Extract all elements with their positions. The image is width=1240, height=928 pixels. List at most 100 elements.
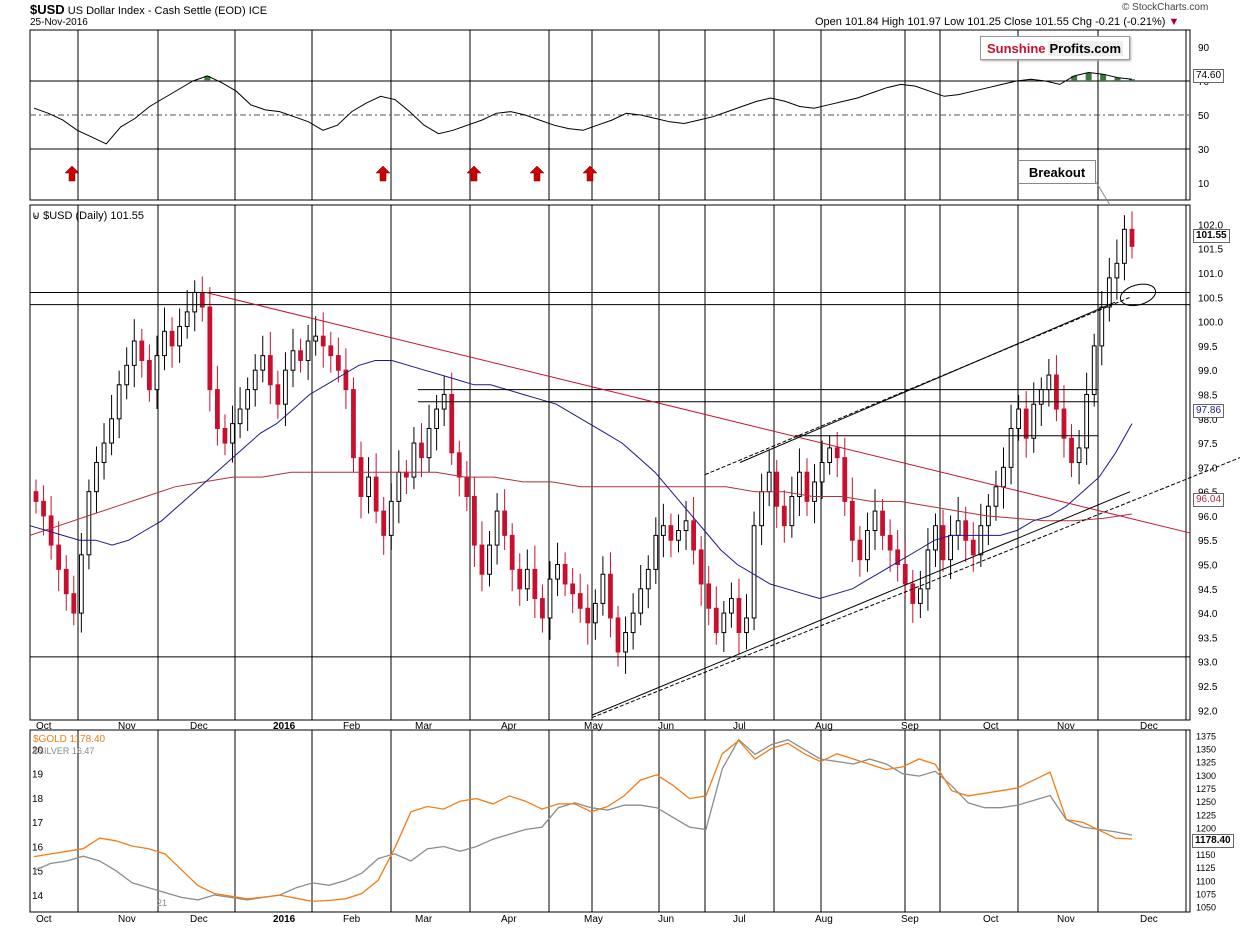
candle-body bbox=[751, 525, 757, 619]
candle-body bbox=[608, 573, 613, 619]
price-panel-title-text: $USD (Daily) 101.55 bbox=[43, 210, 144, 222]
metals-x-tick: Dec bbox=[190, 914, 208, 925]
price-panel-title: ⊌ $USD (Daily) 101.55 bbox=[32, 209, 144, 222]
candle-body bbox=[373, 476, 379, 512]
candle-body bbox=[766, 471, 772, 493]
gold-y-tick: 1200 bbox=[1196, 824, 1216, 834]
gold-y-tick: 1075 bbox=[1196, 890, 1216, 900]
metals-x-tick: Oct bbox=[36, 914, 52, 925]
panel-frame-3 bbox=[29, 729, 1191, 913]
candle-body bbox=[267, 355, 273, 386]
metals-x-tick: Nov bbox=[118, 914, 136, 925]
price-y-tick: 97.5 bbox=[1198, 439, 1218, 450]
candle-body bbox=[555, 564, 560, 580]
price-x-tick: Apr bbox=[501, 721, 517, 732]
silver-y-tick: 20 bbox=[32, 745, 44, 756]
metals-x-tick: Sep bbox=[901, 914, 919, 925]
candle-body bbox=[1076, 447, 1082, 464]
price-y-tick: 95.0 bbox=[1198, 561, 1218, 572]
candle-body bbox=[1069, 437, 1074, 464]
breakout-circle bbox=[1119, 283, 1157, 307]
candle-body bbox=[215, 389, 220, 429]
candle-body bbox=[1008, 427, 1014, 468]
silver-legend-text: $SILVER 16.47 bbox=[33, 746, 95, 756]
exchange-label: ICE bbox=[248, 5, 268, 17]
gold-y-tick: 1275 bbox=[1196, 784, 1216, 794]
candle-body bbox=[865, 530, 870, 561]
candle-body bbox=[33, 491, 39, 502]
candle-body bbox=[895, 549, 901, 566]
candle-body bbox=[842, 457, 848, 502]
candle-body bbox=[94, 462, 99, 493]
silver-stray-label: 21 bbox=[157, 898, 168, 908]
price-x-tick: Nov bbox=[118, 721, 136, 732]
metals-x-tick: Aug bbox=[815, 914, 833, 925]
price-y-tick: 93.5 bbox=[1198, 633, 1218, 644]
candle-body bbox=[517, 568, 523, 590]
candle-body bbox=[290, 350, 296, 371]
metals-x-tick: Oct bbox=[983, 914, 999, 925]
candle-body bbox=[623, 632, 628, 653]
price-y-tick: 100.0 bbox=[1198, 318, 1223, 329]
price-x-tick: Oct bbox=[36, 721, 52, 732]
price-x-tick: Sep bbox=[901, 721, 919, 732]
silver-y-tick: 15 bbox=[32, 867, 44, 878]
candle-body bbox=[547, 578, 553, 619]
candle-body bbox=[691, 520, 696, 551]
candle-body bbox=[494, 510, 500, 546]
rising-support-line bbox=[591, 491, 1131, 716]
candle-body bbox=[222, 427, 228, 444]
price-x-tick: Nov bbox=[1057, 721, 1075, 732]
candle-body bbox=[1129, 228, 1135, 247]
candle-body bbox=[124, 364, 130, 386]
candle-body bbox=[524, 568, 530, 590]
candle-body bbox=[910, 583, 916, 604]
price-y-tick: 95.5 bbox=[1198, 536, 1218, 547]
oversold-arrow-icon bbox=[466, 165, 482, 182]
candle-body bbox=[464, 476, 470, 498]
candle-body bbox=[487, 544, 492, 575]
silver-y-tick: 19 bbox=[32, 770, 44, 781]
candle-body bbox=[1091, 345, 1097, 395]
oversold-arrow-icon bbox=[375, 165, 391, 182]
candle-body bbox=[917, 588, 923, 604]
candle-body bbox=[419, 442, 424, 459]
candle-body bbox=[630, 612, 636, 634]
candle-body bbox=[789, 496, 795, 527]
last-price-tag: 101.55 bbox=[1193, 229, 1230, 243]
candle-body bbox=[381, 510, 387, 536]
gold-y-tick: 1150 bbox=[1196, 850, 1215, 860]
candle-body bbox=[1114, 262, 1120, 279]
candle-body bbox=[925, 549, 931, 590]
candle-body bbox=[615, 617, 621, 653]
price-y-tick: 99.5 bbox=[1198, 342, 1218, 353]
candle-body bbox=[411, 442, 417, 478]
line-icon: ⊌ bbox=[32, 210, 41, 222]
ohlc-values: Open 101.84 High 101.97 Low 101.25 Close… bbox=[815, 16, 1166, 28]
candle-body bbox=[857, 539, 863, 561]
candle-body bbox=[426, 427, 432, 459]
candle-body bbox=[759, 491, 765, 527]
candle-body bbox=[298, 350, 303, 361]
candle-body bbox=[162, 330, 167, 357]
price-y-tick: 97.0 bbox=[1198, 463, 1218, 474]
candle-body bbox=[184, 311, 190, 327]
price-x-tick: Dec bbox=[1140, 721, 1158, 732]
candle-body bbox=[872, 510, 878, 532]
silver-y-tick: 17 bbox=[32, 818, 44, 829]
candle-body bbox=[177, 325, 183, 347]
rising-support-dashed bbox=[591, 457, 1240, 719]
metals-x-tick: Dec bbox=[1140, 914, 1158, 925]
candle-body bbox=[729, 598, 734, 614]
gold-y-tick: 1300 bbox=[1196, 771, 1216, 781]
candle-body bbox=[207, 306, 213, 391]
index-name: US Dollar Index - Cash Settle (EOD) bbox=[67, 5, 246, 17]
candle-body bbox=[978, 525, 984, 556]
rsi-line bbox=[33, 71, 1133, 145]
candle-body bbox=[713, 607, 719, 634]
candle-body bbox=[577, 593, 583, 609]
candle-body bbox=[252, 369, 258, 391]
gold-line bbox=[33, 739, 1133, 903]
metals-x-tick: May bbox=[584, 914, 603, 925]
gold-y-tick: 1375 bbox=[1196, 731, 1216, 741]
